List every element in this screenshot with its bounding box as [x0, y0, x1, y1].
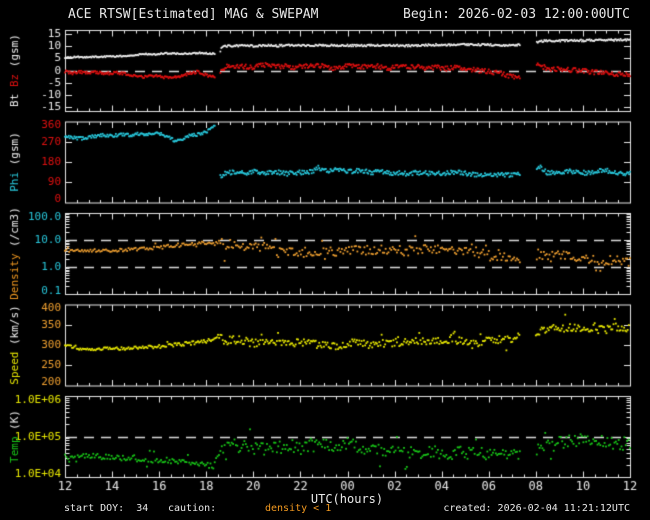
- page-title: ACE RTSW[Estimated] MAG & SWEPAM: [68, 7, 319, 22]
- footer-caution-label: caution:: [168, 503, 217, 514]
- x-axis-label: UTC(hours): [310, 492, 384, 506]
- footer-caution-value: density < 1: [265, 503, 332, 514]
- footer-created-timestamp: created: 2026-02-04 11:21:12UTC: [443, 503, 630, 514]
- footer-start-doy: start DOY: 34: [64, 503, 149, 514]
- begin-timestamp: Begin: 2026-02-03 12:00:00UTC: [403, 7, 630, 22]
